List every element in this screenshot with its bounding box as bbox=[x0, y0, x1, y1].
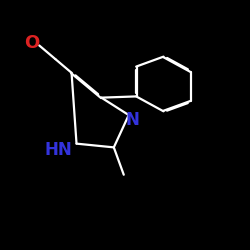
Text: HN: HN bbox=[44, 141, 72, 159]
Text: O: O bbox=[24, 34, 40, 52]
Text: N: N bbox=[126, 111, 140, 129]
